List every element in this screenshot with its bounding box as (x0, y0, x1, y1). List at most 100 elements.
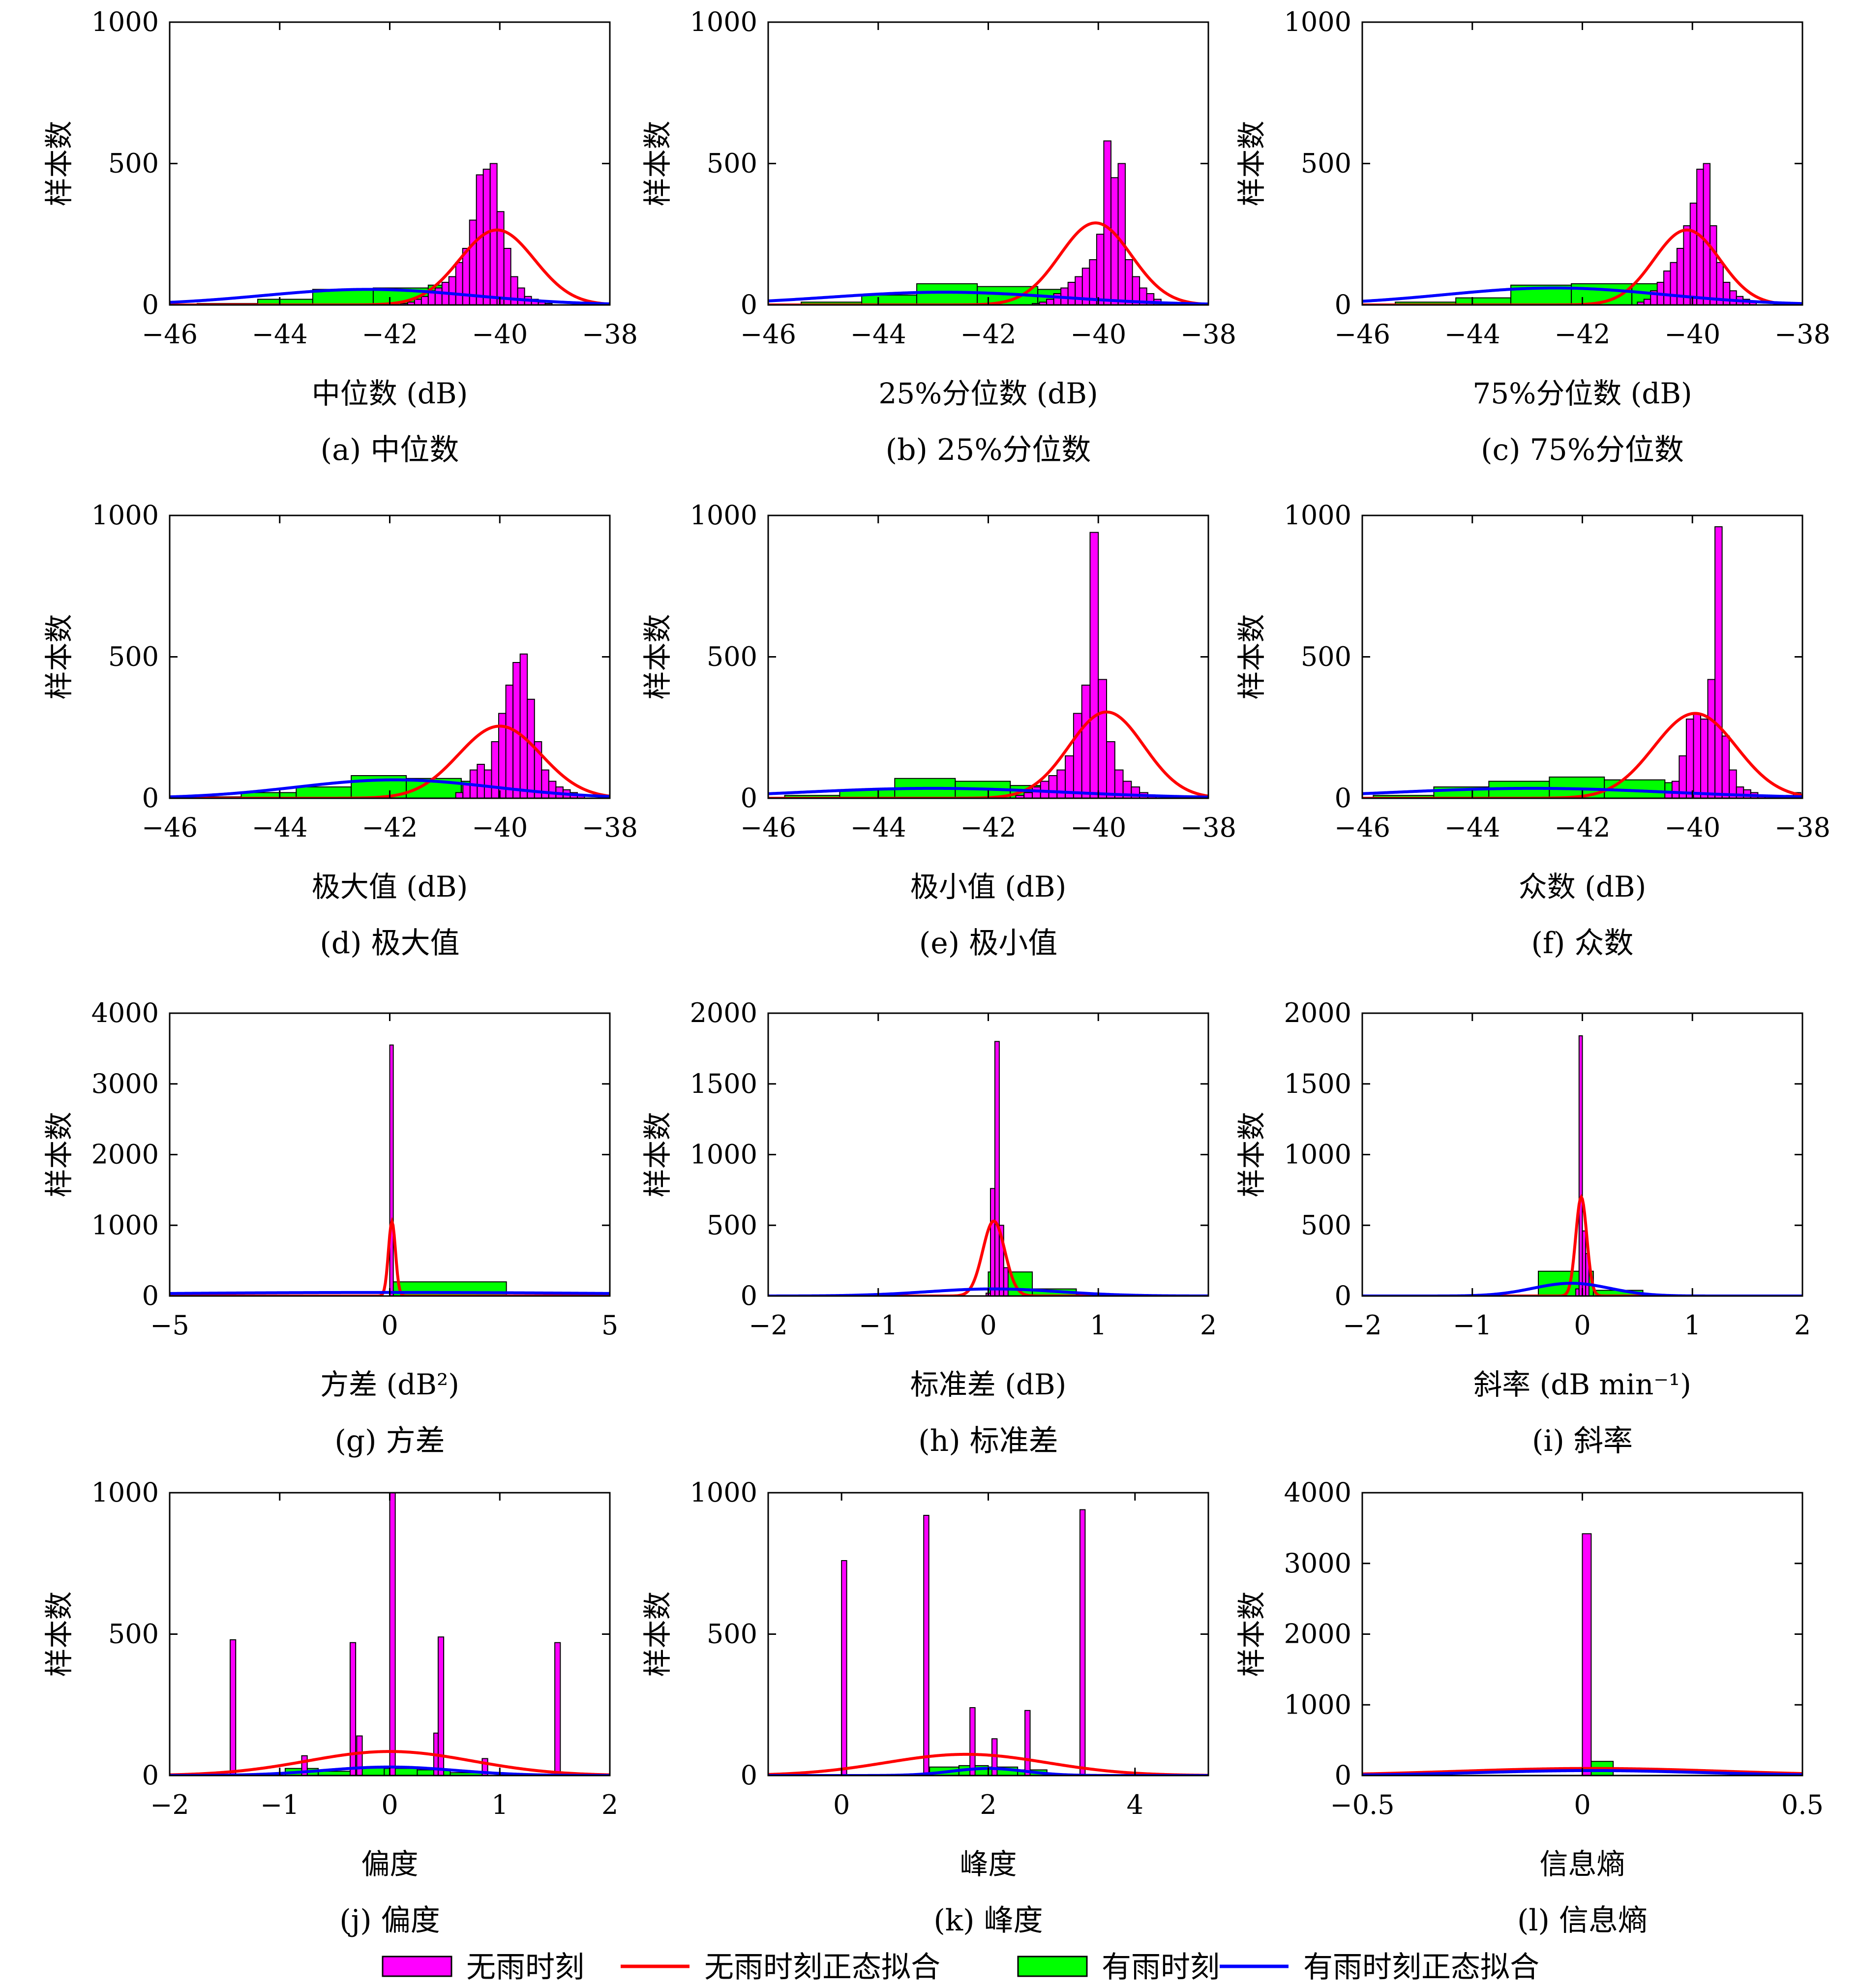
dry-bar (1073, 713, 1082, 798)
dry-bar (389, 1044, 394, 1296)
plot-area (170, 1493, 610, 1776)
x-tick-label: 4 (1127, 1789, 1143, 1820)
dry-bar (1575, 1288, 1580, 1296)
y-tick-label: 2000 (1284, 997, 1351, 1028)
plot-area (768, 1509, 1208, 1776)
plot-area (1362, 526, 1802, 798)
rain-fit-line (170, 288, 610, 305)
y-tick-label: 0 (741, 1280, 757, 1311)
dry-bar (434, 287, 443, 305)
y-tick-label: 4000 (91, 997, 159, 1028)
y-tick-label: 500 (108, 148, 159, 179)
rain-bar (861, 294, 918, 305)
plot-area (1362, 163, 1802, 305)
y-tick-label: 500 (707, 1209, 757, 1240)
x-axis-label: 偏度 (361, 1847, 418, 1881)
axes-frame (767, 514, 1209, 799)
dry-bar (1081, 685, 1091, 798)
dry-bar (1046, 299, 1054, 305)
y-tick-label: 4000 (1284, 1477, 1351, 1508)
legend-item: 无雨时刻 (382, 1950, 584, 1985)
plot-area (768, 1041, 1208, 1296)
y-tick-label: 1000 (1284, 1139, 1351, 1170)
dry-bar (1729, 769, 1737, 798)
x-tick-label: −40 (472, 319, 528, 350)
x-tick-label: −42 (362, 812, 418, 843)
chart-panel: −46 −44 −42 −40 −38 0 500 1000 75%分位数 (dB) 样本数 (c)… (1235, 6, 1830, 467)
x-tick-label: 1 (491, 1789, 508, 1820)
dry-bar (923, 1515, 930, 1776)
x-axis-label: 25%分位数 (dB) (878, 377, 1098, 410)
x-tick-label: −44 (850, 812, 906, 843)
x-tick-label: 1 (1090, 1310, 1107, 1341)
x-tick-label: −0.5 (1330, 1789, 1394, 1820)
x-tick-label: −46 (740, 319, 796, 350)
y-tick-label: 0 (142, 1280, 159, 1311)
axes-frame (169, 21, 611, 306)
dry-bar (1089, 532, 1099, 798)
x-tick-label: −5 (150, 1310, 189, 1341)
y-tick-label: 500 (707, 148, 757, 179)
dry-bar (437, 1636, 445, 1776)
dry-bar (1003, 1267, 1009, 1296)
chart-panel: −46 −44 −42 −40 −38 0 500 1000 中位数 (dB) 样本数 (a) 中位… (42, 6, 638, 467)
chart-panel: −2 −1 0 1 2 0 500 1000 1500 2000 斜率 (dB min⁻¹) 样本数 (… (1235, 997, 1811, 1458)
y-tick-label: 1000 (91, 6, 159, 37)
dry-bar (1714, 526, 1723, 798)
y-tick-label: 500 (108, 1619, 159, 1650)
chart-panel: −46 −44 −42 −40 −38 0 500 1000 极大值 (dB) 样本数 (d) 极大… (42, 500, 638, 961)
x-tick-label: 0 (381, 1789, 398, 1820)
y-tick-label: 0 (1335, 1760, 1351, 1791)
legend-swatch (382, 1956, 452, 1977)
dry-bar (1700, 719, 1709, 798)
y-tick-label: 500 (1301, 641, 1351, 672)
x-tick-label: −38 (582, 319, 638, 350)
x-tick-label: 2 (601, 1789, 618, 1820)
y-tick-label: 1500 (1284, 1068, 1351, 1099)
dry-bar (496, 211, 505, 305)
x-tick-label: −2 (1343, 1310, 1382, 1341)
dry-bar (554, 1642, 561, 1776)
panel-caption: (i) 斜率 (1532, 1424, 1633, 1458)
chart-panel: −2 −1 0 1 2 0 500 1000 1500 2000 标准差 (dB) 样本数 (h) 标准… (641, 997, 1217, 1458)
dry-bar (349, 1642, 357, 1776)
dry-bar (1685, 719, 1694, 798)
x-tick-label: 0 (833, 1789, 850, 1820)
x-axis-label: 方差 (dB²) (320, 1368, 459, 1401)
dry-bar (1096, 234, 1105, 305)
panel-caption: (c) 75%分位数 (1481, 433, 1684, 467)
panel-caption: (g) 方差 (334, 1424, 445, 1458)
y-tick-label: 0 (1335, 1280, 1351, 1311)
dry-fit-line (170, 1216, 610, 1296)
panel-caption: (a) 中位数 (321, 433, 459, 467)
x-tick-label: −42 (960, 319, 1017, 350)
x-axis-label: 峰度 (959, 1847, 1017, 1881)
x-tick-label: −44 (252, 319, 308, 350)
y-tick-label: 2000 (91, 1139, 159, 1170)
axes-frame (1361, 21, 1803, 306)
y-tick-label: 500 (707, 1619, 757, 1650)
y-axis-label: 样本数 (42, 1591, 76, 1677)
dry-bar (1670, 262, 1678, 305)
rain-fit-line (768, 291, 1208, 305)
x-tick-label: 0 (1574, 1789, 1590, 1820)
dry-bar (527, 698, 535, 798)
dry-bar (1110, 177, 1119, 305)
panel-caption: (j) 偏度 (339, 1903, 440, 1938)
y-tick-label: 1000 (1284, 1689, 1351, 1720)
x-tick-label: 1 (1684, 1310, 1701, 1341)
dry-bar (414, 299, 422, 305)
y-tick-label: 500 (108, 641, 159, 672)
y-axis-label: 样本数 (641, 120, 674, 206)
x-tick-label: −38 (1180, 319, 1236, 350)
y-tick-label: 0 (142, 783, 159, 813)
dry-bar (1106, 741, 1115, 798)
dry-bar (1729, 290, 1737, 305)
panel-caption: (f) 众数 (1531, 926, 1633, 961)
x-tick-label: 2 (1794, 1310, 1811, 1341)
plot-area (768, 532, 1208, 798)
x-tick-label: −2 (749, 1310, 788, 1341)
rain-fit-line (768, 786, 1208, 798)
